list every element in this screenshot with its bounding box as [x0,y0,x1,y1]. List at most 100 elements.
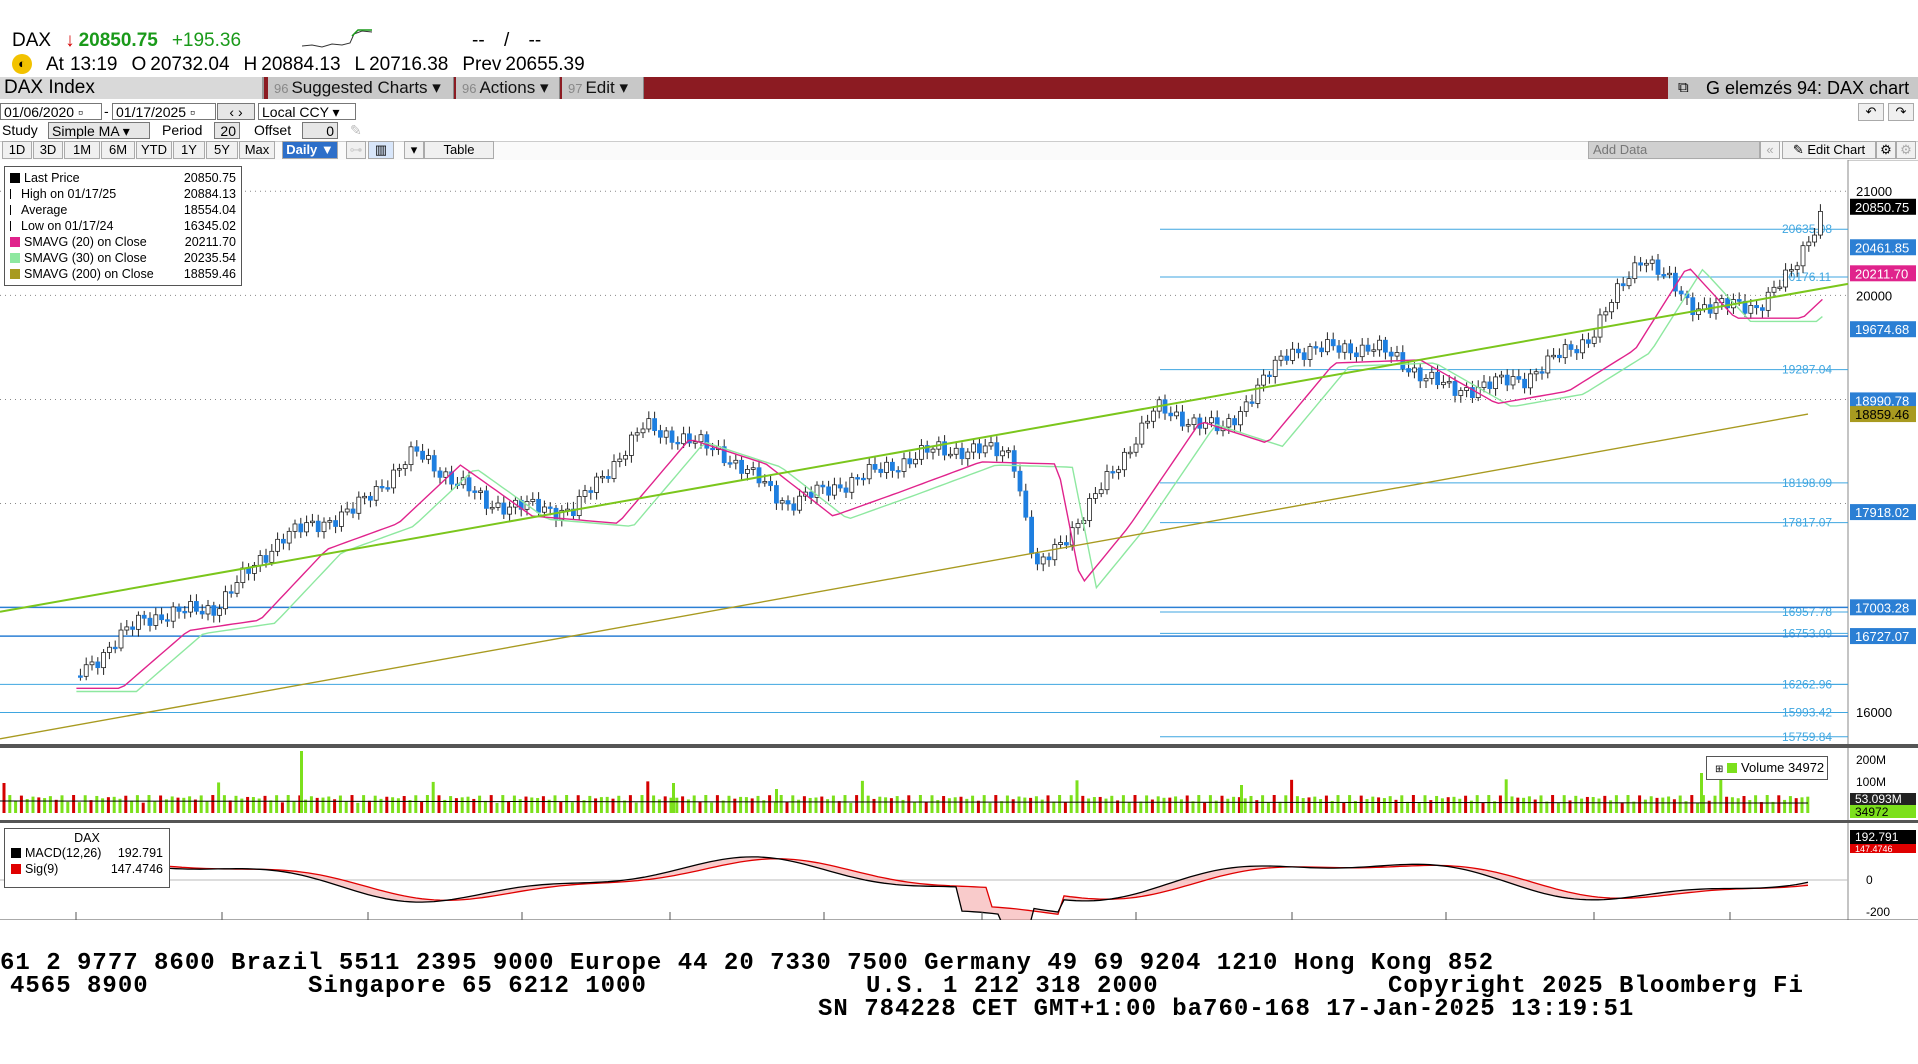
candle [884,461,890,473]
price-tag-label: 20211.70 [1855,266,1908,281]
legend-item[interactable]: Low on 01/17/24 16345.02 [10,218,236,234]
candle [275,538,281,552]
volume-bar [1533,799,1537,813]
expand-icon[interactable]: ⊞ [1715,764,1724,775]
line-style-icon[interactable]: ⊶ [346,141,366,159]
offset-field[interactable]: 0 [302,122,338,139]
candle [1127,451,1133,455]
range-button-ytd[interactable]: YTD [136,141,172,159]
range-button-3d[interactable]: 3D [33,141,63,159]
range-button-1y[interactable]: 1Y [173,141,205,159]
volume-bar [1730,797,1734,813]
price-tag [1850,321,1916,338]
range-button-5y[interactable]: 5Y [206,141,238,159]
candle [1771,286,1777,293]
launchpad-title[interactable]: ⧉ G elemzés 94: DAX chart [1668,77,1918,99]
candle [582,490,588,497]
chart-legend[interactable]: Last Price 20850.75 High on 01/17/25 20884.… [4,166,242,286]
chart-settings-icon[interactable]: ⚙ [1876,141,1896,159]
candle [1429,371,1435,379]
candle [1504,374,1510,386]
undo-icon[interactable]: ↶ [1858,103,1884,121]
volume-bar [1295,796,1299,813]
volume-bar [1133,795,1137,813]
volume-bar [1701,795,1705,813]
period-field[interactable]: 20 [214,122,240,139]
volume-bar [19,795,23,813]
volume-bar [1574,795,1578,813]
candle [1267,374,1272,378]
table-button[interactable]: Table [424,141,494,159]
macd-legend[interactable]: DAX MACD(12,26) 192.791 Sig(9) 147.4746 [4,828,170,888]
legend-item[interactable]: SMAVG (200) on Close 18859.46 [10,266,236,282]
candle [971,443,977,453]
candle [930,448,936,453]
candle [1481,381,1487,388]
actions-button[interactable]: 96 Actions ▾ [456,77,560,99]
macd-legend-item[interactable]: MACD(12,26) 192.791 [11,845,163,861]
macd-legend-item[interactable]: Sig(9) 147.4746 [11,861,163,877]
range-button-max[interactable]: Max [239,141,275,159]
volume-bar [1319,799,1323,813]
bid-ask: -- / -- [472,30,542,51]
chart-type-dropdown[interactable]: ▾ [404,141,424,159]
legend-item[interactable]: SMAVG (30) on Close 20235.54 [10,250,236,266]
frequency-select[interactable]: Daily ▼ [282,141,338,159]
redo-icon[interactable]: ↷ [1888,103,1914,121]
chart-type-icon[interactable]: ▥ [368,141,394,159]
range-button-1d[interactable]: 1D [2,141,32,159]
suggested-charts-button[interactable]: 96 Suggested Charts ▾ [268,77,454,99]
legend-value: 18859.46 [183,267,236,281]
external-link-icon[interactable]: ⧉ [1678,79,1689,96]
pencil-icon[interactable]: ✎ [350,122,362,138]
volume-bar [576,795,580,813]
candle [188,601,194,613]
candle [774,485,779,504]
volume-legend[interactable]: ⊞ Volume 34972 [1706,756,1828,780]
volume-bar [1220,795,1224,813]
alert-icon[interactable]: ◐ [12,54,32,74]
range-button-1m[interactable]: 1M [64,141,100,159]
volume-spike [672,783,675,813]
volume-bar [1232,796,1236,813]
legend-item[interactable]: High on 01/17/25 20884.13 [10,186,236,202]
gear-icon[interactable]: ⚙ [1896,141,1916,159]
candle [1568,344,1574,350]
edit-chart-button[interactable]: ✎ Edit Chart [1782,141,1876,159]
candle [112,646,118,650]
candle [1760,307,1765,311]
date-to-field[interactable]: 01/17/2025 ▫ [112,103,216,120]
legend-swatch [10,173,20,183]
edit-button[interactable]: 97 Edit ▾ [562,77,644,99]
ticker-field[interactable]: DAX Index [0,77,264,99]
volume-bar [246,796,250,813]
candle [1580,339,1586,354]
legend-item[interactable]: SMAVG (20) on Close 20211.70 [10,234,236,250]
legend-item[interactable]: Last Price 20850.75 [10,170,236,186]
price-chart[interactable]: 21000 20000 16000 20635.08 20176.11 19287.04 1… [0,160,1918,920]
candle [605,476,611,479]
candle [1232,418,1238,426]
candle [495,502,501,508]
volume-bar [808,797,812,813]
candle [1243,401,1249,412]
legend-item[interactable]: Average 18554.04 [10,202,236,218]
date-step-arrows[interactable]: ‹ › [217,103,255,120]
collapse-icon[interactable]: « [1760,141,1780,159]
volume-bar [1806,796,1810,813]
candle [948,453,953,457]
range-button-6m[interactable]: 6M [101,141,135,159]
candle [1667,272,1673,276]
candle [1794,265,1800,270]
candle [895,470,901,473]
currency-select[interactable]: Local CCY ▾ [258,103,356,120]
study-select[interactable]: Simple MA ▾ [48,122,150,139]
candle [310,520,315,524]
candle [176,606,182,612]
volume-bar [1266,802,1270,813]
date-from-field[interactable]: 01/06/2020 ▫ [0,103,102,120]
add-data-field[interactable]: Add Data [1588,141,1760,159]
candle [1388,351,1394,357]
volume-bar [1255,800,1259,813]
volume-bar [652,795,656,813]
